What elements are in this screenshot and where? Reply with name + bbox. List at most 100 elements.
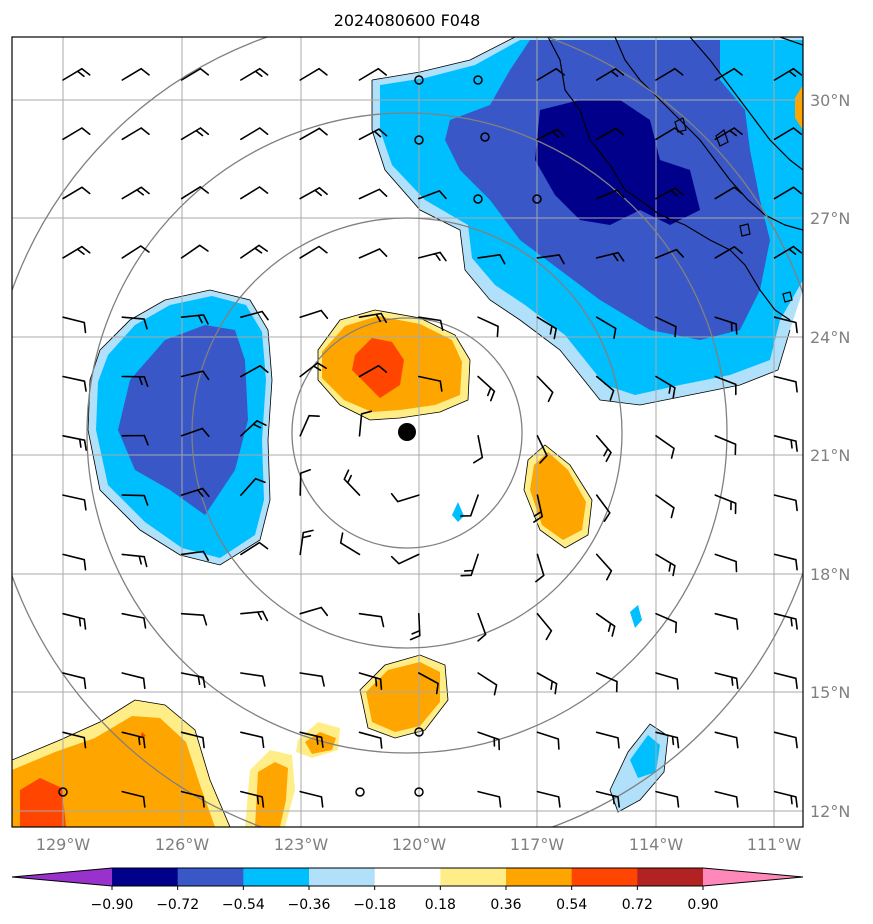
wind-barb <box>773 127 803 141</box>
wind-barb <box>418 672 439 695</box>
wind-barb <box>773 375 798 393</box>
wind-barb <box>62 375 87 392</box>
wind-barb <box>533 494 543 523</box>
wind-barb <box>240 186 269 200</box>
wind-barb <box>715 851 738 866</box>
colorbar-tick-label: 0.36 <box>490 897 521 913</box>
calm-wind-markers <box>58 75 542 797</box>
wind-barb <box>62 672 87 690</box>
wind-barb <box>655 612 677 634</box>
wind-barb <box>240 67 269 81</box>
west-negative-anomaly <box>88 290 272 565</box>
wind-barb <box>418 375 443 392</box>
wind-barb <box>595 189 625 200</box>
wind-barb <box>62 245 91 259</box>
wind-barb <box>358 731 383 749</box>
wind-barb <box>343 469 361 496</box>
wind-barb <box>180 672 206 688</box>
wind-barb <box>655 790 680 808</box>
colorbar-segment <box>243 868 310 886</box>
wind-barb <box>714 127 743 141</box>
colorbar-tick-label: −0.36 <box>288 897 331 913</box>
wind-barb <box>121 316 148 330</box>
wind-barb <box>655 553 676 577</box>
wind-barb <box>121 434 149 446</box>
colorbar-extend-low <box>12 868 112 886</box>
wind-barb <box>477 316 499 338</box>
wind-barb <box>358 67 387 81</box>
wind-barb <box>595 67 625 81</box>
wind-barb <box>121 790 146 808</box>
wind-barb <box>121 186 150 200</box>
wind-barb <box>460 553 479 577</box>
wind-barb <box>180 612 208 626</box>
wind-barb <box>655 494 675 519</box>
small-negative-patch <box>452 502 464 522</box>
colorbar-segment <box>309 868 376 886</box>
wind-barb <box>121 731 146 749</box>
wind-barb <box>655 316 677 338</box>
wind-barb <box>473 435 484 464</box>
range-rings <box>12 37 803 827</box>
wind-barb <box>299 529 314 556</box>
wind-barb <box>62 435 87 451</box>
wind-barb <box>536 128 566 141</box>
lat-label: 18°N <box>810 565 850 584</box>
wind-barb <box>62 612 87 630</box>
wind-barb <box>122 851 145 866</box>
wind-barb <box>773 672 798 690</box>
wind-barb <box>390 553 420 565</box>
colorbar-segment <box>112 868 179 886</box>
wind-barb <box>595 494 611 522</box>
wind-barb <box>240 477 266 496</box>
wind-barb <box>180 790 205 808</box>
wind-barb <box>62 494 87 511</box>
wind-barb <box>121 245 150 259</box>
wind-barb <box>121 127 150 141</box>
wind-barb <box>655 375 676 399</box>
lat-label: 27°N <box>810 209 850 228</box>
wind-barb <box>773 553 798 571</box>
wind-barb <box>62 67 91 81</box>
wind-barb <box>180 731 205 749</box>
wind-barb <box>655 187 684 200</box>
lat-label: 15°N <box>810 683 850 702</box>
wind-barb <box>180 370 210 381</box>
colorbar-extend-high <box>703 868 803 886</box>
wind-barb <box>299 731 324 748</box>
lon-label: 126°W <box>155 835 210 854</box>
wind-barb <box>536 672 558 695</box>
wind-barb <box>477 254 506 265</box>
wind-barb <box>595 127 625 141</box>
wind-barb <box>180 244 209 259</box>
wind-barb <box>773 316 798 334</box>
colorbar-tick-label: 0.18 <box>425 897 456 913</box>
longitude-labels: 129°W 126°W 123°W 120°W 117°W 114°W 111°… <box>36 835 802 854</box>
wind-barb <box>595 731 620 749</box>
wind-barb <box>773 245 803 259</box>
wind-barb <box>62 186 91 200</box>
lon-label: 129°W <box>36 835 91 854</box>
colorbar-segment <box>440 868 507 886</box>
wind-barb <box>180 186 209 200</box>
wind-barb <box>62 553 87 571</box>
lon-label: 120°W <box>392 835 447 854</box>
wind-barb <box>714 186 743 200</box>
wind-barb <box>595 553 613 581</box>
east-positive-anomaly <box>524 445 592 548</box>
wind-barb <box>299 127 328 141</box>
wind-barb <box>180 314 209 325</box>
wind-barb <box>121 375 149 387</box>
wind-barb <box>477 375 496 402</box>
figure-title: 2024080600 F048 <box>334 11 481 30</box>
lat-label: 21°N <box>810 446 850 465</box>
colorbar-segment <box>506 868 573 886</box>
wind-barb <box>299 362 327 378</box>
wind-barb <box>358 128 388 141</box>
wind-barb <box>180 427 210 437</box>
wind-barb <box>121 67 150 81</box>
wind-barb <box>773 67 803 81</box>
wind-barb <box>655 731 680 749</box>
wind-barb <box>240 365 269 378</box>
wind-barb <box>536 375 554 403</box>
